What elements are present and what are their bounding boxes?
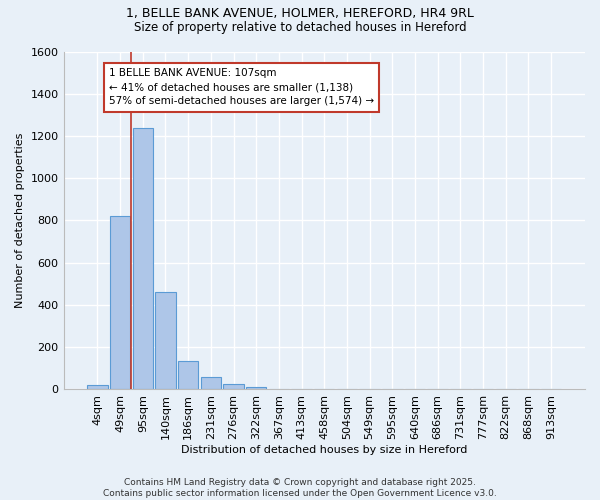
Bar <box>155 292 176 390</box>
Text: Size of property relative to detached houses in Hereford: Size of property relative to detached ho… <box>134 21 466 34</box>
X-axis label: Distribution of detached houses by size in Hereford: Distribution of detached houses by size … <box>181 445 467 455</box>
Y-axis label: Number of detached properties: Number of detached properties <box>15 133 25 308</box>
Bar <box>223 384 244 390</box>
Text: 1 BELLE BANK AVENUE: 107sqm
← 41% of detached houses are smaller (1,138)
57% of : 1 BELLE BANK AVENUE: 107sqm ← 41% of det… <box>109 68 374 106</box>
Text: 1, BELLE BANK AVENUE, HOLMER, HEREFORD, HR4 9RL: 1, BELLE BANK AVENUE, HOLMER, HEREFORD, … <box>126 8 474 20</box>
Bar <box>200 377 221 390</box>
Bar <box>178 361 199 390</box>
Bar <box>246 387 266 390</box>
Bar <box>110 216 130 390</box>
Bar <box>133 128 153 390</box>
Text: Contains HM Land Registry data © Crown copyright and database right 2025.
Contai: Contains HM Land Registry data © Crown c… <box>103 478 497 498</box>
Bar <box>87 385 107 390</box>
